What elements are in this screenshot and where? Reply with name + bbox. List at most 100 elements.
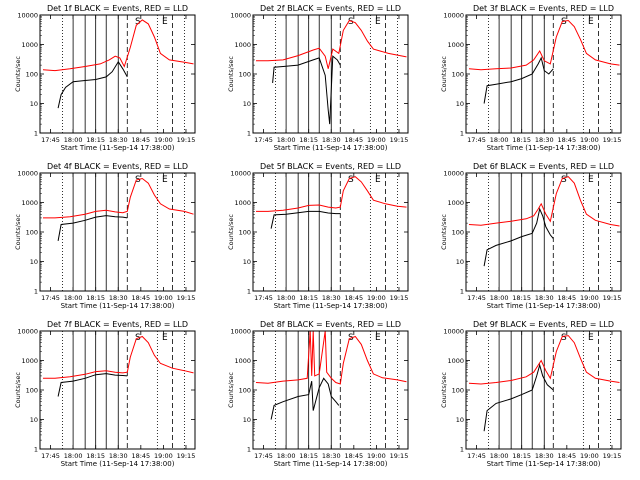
x-tick-label: 19:15 xyxy=(603,136,622,144)
events-series-line xyxy=(272,55,341,125)
events-series-line xyxy=(270,210,341,229)
y-axis-label: Counts/sec xyxy=(440,372,448,408)
x-tick-label: 18:30 xyxy=(109,294,128,302)
plot-frame xyxy=(39,14,196,134)
y-axis-label: Counts/sec xyxy=(227,56,235,92)
x-tick-label: 18:15 xyxy=(512,136,531,144)
y-tick-label: 10 xyxy=(243,416,251,424)
y-tick-label: 1000 xyxy=(447,41,464,49)
y-tick-label: 1 xyxy=(34,288,38,296)
x-tick-label: 17:45 xyxy=(41,294,60,302)
x-tick-label: 19:00 xyxy=(580,452,599,460)
y-axis-label: Counts/sec xyxy=(227,214,235,250)
y-tick-label: 1000 xyxy=(21,357,38,365)
x-tick-label: 18:45 xyxy=(131,452,150,460)
x-tick-label: 18:30 xyxy=(109,136,128,144)
y-tick-label: 100 xyxy=(452,229,464,237)
x-tick-label: 18:15 xyxy=(86,294,105,302)
x-tick-label: 17:45 xyxy=(254,136,273,144)
x-tick-label: 19:00 xyxy=(580,294,599,302)
y-tick-label: 10000 xyxy=(230,12,251,20)
x-tick-label: 18:15 xyxy=(86,136,105,144)
marker-s: S xyxy=(348,175,354,185)
lld-series-line xyxy=(42,19,194,72)
marker-e: E xyxy=(375,333,381,343)
x-tick-label: 18:15 xyxy=(512,294,531,302)
marker-s: S xyxy=(561,17,567,27)
x-axis-label: Start Time (11-Sep-14 17:38:00) xyxy=(61,302,175,310)
panel-6: Det 6f BLACK = Events, RED = LLD S E 1 10 100… xyxy=(440,162,622,310)
y-tick-label: 1000 xyxy=(234,199,251,207)
lld-series-line xyxy=(255,331,407,385)
y-tick-label: 100 xyxy=(239,71,251,79)
marker-s: S xyxy=(561,175,567,185)
x-tick-label: 18:30 xyxy=(322,136,341,144)
y-tick-label: 10000 xyxy=(17,328,38,336)
y-tick-label: 10000 xyxy=(443,328,464,336)
x-tick-label: 18:15 xyxy=(86,452,105,460)
y-tick-label: 100 xyxy=(26,229,38,237)
lld-series-line xyxy=(256,176,407,212)
y-tick-label: 100 xyxy=(452,71,464,79)
x-tick-label: 19:15 xyxy=(390,136,409,144)
events-series-line xyxy=(483,363,554,432)
x-tick-label: 18:00 xyxy=(64,294,83,302)
marker-e: E xyxy=(162,175,168,185)
plot-frame xyxy=(465,172,622,292)
x-tick-label: 18:00 xyxy=(64,452,83,460)
x-tick-label: 18:30 xyxy=(322,294,341,302)
marker-e: E xyxy=(375,175,381,185)
x-tick-label: 18:45 xyxy=(344,294,363,302)
y-tick-label: 100 xyxy=(452,387,464,395)
marker-e: E xyxy=(375,17,381,27)
x-tick-label: 18:00 xyxy=(490,452,509,460)
marker-e: E xyxy=(162,333,168,343)
y-tick-label: 1000 xyxy=(21,199,38,207)
plot-frame xyxy=(465,14,622,134)
events-series-line xyxy=(57,215,128,241)
y-tick-label: 100 xyxy=(239,229,251,237)
y-tick-label: 100 xyxy=(239,387,251,395)
x-axis-label: Start Time (11-Sep-14 17:38:00) xyxy=(61,144,175,152)
plot-frame xyxy=(465,330,622,450)
y-tick-label: 1 xyxy=(34,446,38,454)
y-tick-label: 1 xyxy=(460,288,464,296)
y-tick-label: 10000 xyxy=(230,328,251,336)
y-tick-label: 10000 xyxy=(443,170,464,178)
x-tick-label: 17:45 xyxy=(467,294,486,302)
panel-2: Det 2f BLACK = Events, RED = LLD S E 1 10 100… xyxy=(227,4,409,152)
x-tick-label: 19:00 xyxy=(154,452,173,460)
lld-series-line xyxy=(468,176,620,227)
y-tick-label: 1 xyxy=(460,130,464,138)
panel-title: Det 4f BLACK = Events, RED = LLD xyxy=(47,162,188,171)
lld-series-line xyxy=(43,335,194,379)
marker-e: E xyxy=(162,17,168,27)
plot-frame xyxy=(39,172,196,292)
y-tick-label: 10 xyxy=(30,258,38,266)
x-tick-label: 19:15 xyxy=(390,294,409,302)
events-series-line xyxy=(483,207,554,267)
x-tick-label: 19:15 xyxy=(603,294,622,302)
x-tick-label: 18:30 xyxy=(535,452,554,460)
x-axis-label: Start Time (11-Sep-14 17:38:00) xyxy=(274,460,388,468)
lld-series-line xyxy=(43,177,194,219)
panel-title: Det 8f BLACK = Events, RED = LLD xyxy=(260,320,401,329)
x-tick-label: 17:45 xyxy=(41,136,60,144)
plot-frame xyxy=(252,330,409,450)
x-tick-label: 18:45 xyxy=(557,294,576,302)
y-tick-label: 10 xyxy=(456,258,464,266)
x-tick-label: 19:00 xyxy=(154,294,173,302)
lld-series-line xyxy=(468,19,620,71)
y-tick-label: 10 xyxy=(243,258,251,266)
x-tick-label: 18:30 xyxy=(535,136,554,144)
x-tick-label: 19:00 xyxy=(154,136,173,144)
x-tick-label: 18:00 xyxy=(277,136,296,144)
y-tick-label: 1000 xyxy=(447,199,464,207)
lld-series-line xyxy=(468,335,620,385)
y-axis-label: Counts/sec xyxy=(440,214,448,250)
y-tick-label: 1000 xyxy=(21,41,38,49)
x-axis-label: Start Time (11-Sep-14 17:38:00) xyxy=(274,144,388,152)
x-tick-label: 18:15 xyxy=(299,294,318,302)
y-tick-label: 1 xyxy=(247,130,251,138)
